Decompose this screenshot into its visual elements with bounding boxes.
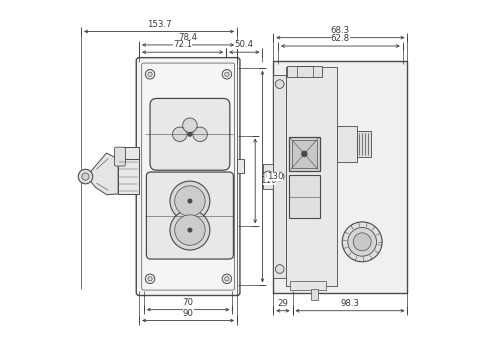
Circle shape (169, 210, 210, 250)
Bar (237, 159, 244, 173)
Bar (286, 67, 336, 286)
FancyBboxPatch shape (150, 98, 229, 170)
Circle shape (347, 228, 376, 256)
Text: 90: 90 (182, 309, 193, 318)
Circle shape (172, 127, 187, 142)
Circle shape (188, 228, 191, 232)
Circle shape (145, 274, 154, 284)
Circle shape (145, 70, 154, 79)
Text: 72.1: 72.1 (173, 40, 192, 49)
Circle shape (174, 215, 205, 245)
Circle shape (82, 173, 89, 180)
Circle shape (188, 199, 191, 203)
Circle shape (275, 80, 284, 88)
Bar (273, 75, 286, 278)
Circle shape (342, 222, 381, 262)
Circle shape (275, 172, 284, 181)
Bar (124, 147, 139, 166)
Circle shape (174, 186, 205, 216)
Text: 78.4: 78.4 (178, 33, 197, 42)
Bar (311, 289, 318, 300)
Text: 68.3: 68.3 (330, 26, 349, 35)
Bar (289, 281, 325, 290)
FancyBboxPatch shape (146, 172, 233, 259)
Text: 70: 70 (182, 298, 193, 307)
FancyBboxPatch shape (136, 58, 240, 296)
Polygon shape (87, 153, 118, 195)
Bar (356, 131, 370, 157)
Text: 98.3: 98.3 (340, 299, 359, 308)
Text: 50.4: 50.4 (234, 40, 253, 49)
Text: 110: 110 (259, 177, 275, 185)
Circle shape (148, 72, 152, 76)
Circle shape (352, 233, 370, 251)
Circle shape (193, 127, 207, 142)
Bar (287, 66, 321, 77)
Circle shape (188, 132, 191, 136)
Circle shape (301, 151, 306, 157)
FancyBboxPatch shape (114, 147, 125, 166)
Circle shape (182, 118, 197, 132)
Bar (291, 139, 316, 168)
Text: 130: 130 (266, 172, 283, 181)
Bar (288, 175, 319, 218)
Circle shape (262, 171, 273, 182)
Circle shape (222, 70, 231, 79)
Bar (263, 164, 273, 189)
Circle shape (78, 169, 92, 184)
Bar (336, 126, 356, 162)
Bar (118, 159, 139, 194)
Circle shape (148, 277, 152, 281)
Bar (288, 136, 319, 171)
Circle shape (224, 277, 228, 281)
Circle shape (169, 181, 210, 221)
Text: 153.7: 153.7 (147, 20, 171, 29)
Circle shape (275, 265, 284, 273)
Text: 62.8: 62.8 (330, 34, 349, 43)
Text: 29: 29 (277, 299, 288, 308)
FancyBboxPatch shape (273, 60, 407, 293)
Circle shape (222, 274, 231, 284)
Circle shape (224, 72, 228, 76)
